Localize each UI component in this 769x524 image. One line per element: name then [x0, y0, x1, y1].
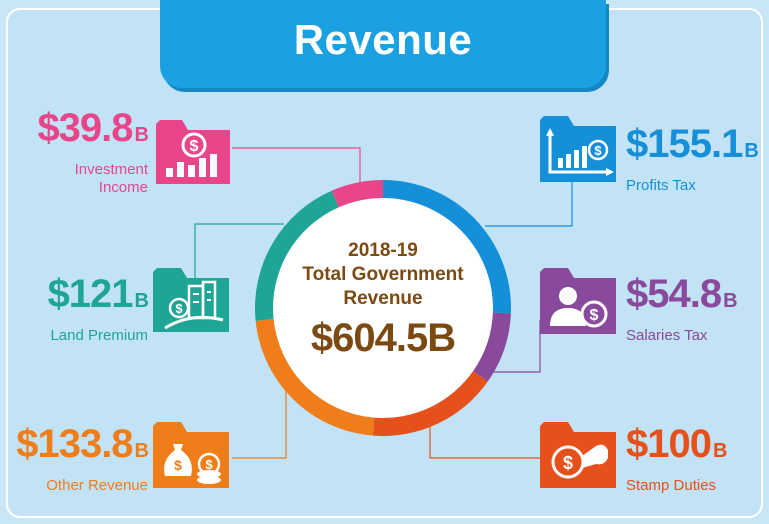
stamp-name: Stamp Duties — [626, 477, 717, 494]
connector-investment — [232, 147, 361, 186]
donut-center — [273, 198, 493, 418]
center-line-year: 2018-19 — [348, 240, 418, 261]
land-name: Land Premium — [50, 327, 148, 344]
svg-text:$: $ — [590, 307, 599, 324]
land-label: $121 B Land Premium — [22, 272, 149, 345]
svg-text:$: $ — [190, 138, 199, 155]
donut-slice-other-revenue — [255, 319, 375, 436]
connector-land — [194, 223, 284, 282]
land-amount: $121 B — [47, 272, 149, 316]
svg-text:$: $ — [175, 301, 183, 316]
profits-label: $155.1 B Profits Tax — [626, 124, 762, 195]
connector-other — [232, 390, 287, 459]
donut-slice-salaries-tax — [473, 312, 511, 382]
other-name: Other Revenue — [46, 477, 148, 494]
other-amount: $133.8 B — [16, 422, 149, 466]
bar-chart-dollar-icon: $ — [156, 120, 230, 184]
stamp-label: $100 B Stamp Duties — [626, 424, 762, 495]
other-label: $133.8 B Other Revenue — [12, 422, 149, 495]
center-line-revenue: Revenue — [343, 288, 423, 309]
rising-chart-icon: $ — [540, 116, 616, 182]
svg-text:$: $ — [174, 457, 182, 473]
page-title: Revenue — [293, 16, 473, 63]
person-dollar-icon: $ — [540, 268, 616, 334]
center-total-amount: $604.5B — [310, 316, 456, 360]
profits-name: Profits Tax — [626, 177, 696, 194]
center-line-total-government: Total Government — [302, 264, 464, 285]
investment-name-line2: Income — [98, 179, 148, 196]
investment-amount: $39.8 B — [37, 106, 149, 150]
investment-name-line1: Investment — [74, 161, 148, 178]
svg-text:$: $ — [563, 453, 573, 473]
buildings-icon: $ — [153, 268, 229, 332]
stamp-icon: $ — [540, 422, 616, 488]
money-bag-icon: $ $ — [153, 422, 229, 488]
donut-slice-profits-tax — [383, 180, 511, 314]
stamp-amount: $100 B — [626, 422, 727, 466]
salaries-name: Salaries Tax — [626, 327, 708, 344]
connector-lines — [194, 147, 573, 459]
donut-slices — [254, 180, 511, 437]
connector-salaries — [480, 320, 541, 373]
svg-text:$: $ — [205, 457, 213, 472]
donut-slice-land-premium — [254, 190, 339, 321]
salaries-label: $54.8 B Salaries Tax — [626, 274, 762, 345]
svg-text:$: $ — [594, 143, 602, 158]
donut-slice-stamp-duties — [372, 371, 488, 437]
salaries-amount: $54.8 B — [626, 272, 738, 316]
profits-amount: $155.1 B — [626, 122, 759, 166]
connector-profits — [485, 178, 573, 227]
investment-label: $39.8 B Investment Income — [22, 106, 149, 197]
connector-stamp — [429, 420, 540, 459]
donut-slice-investment-income — [331, 180, 383, 208]
title-tab: Revenue — [160, 0, 606, 88]
